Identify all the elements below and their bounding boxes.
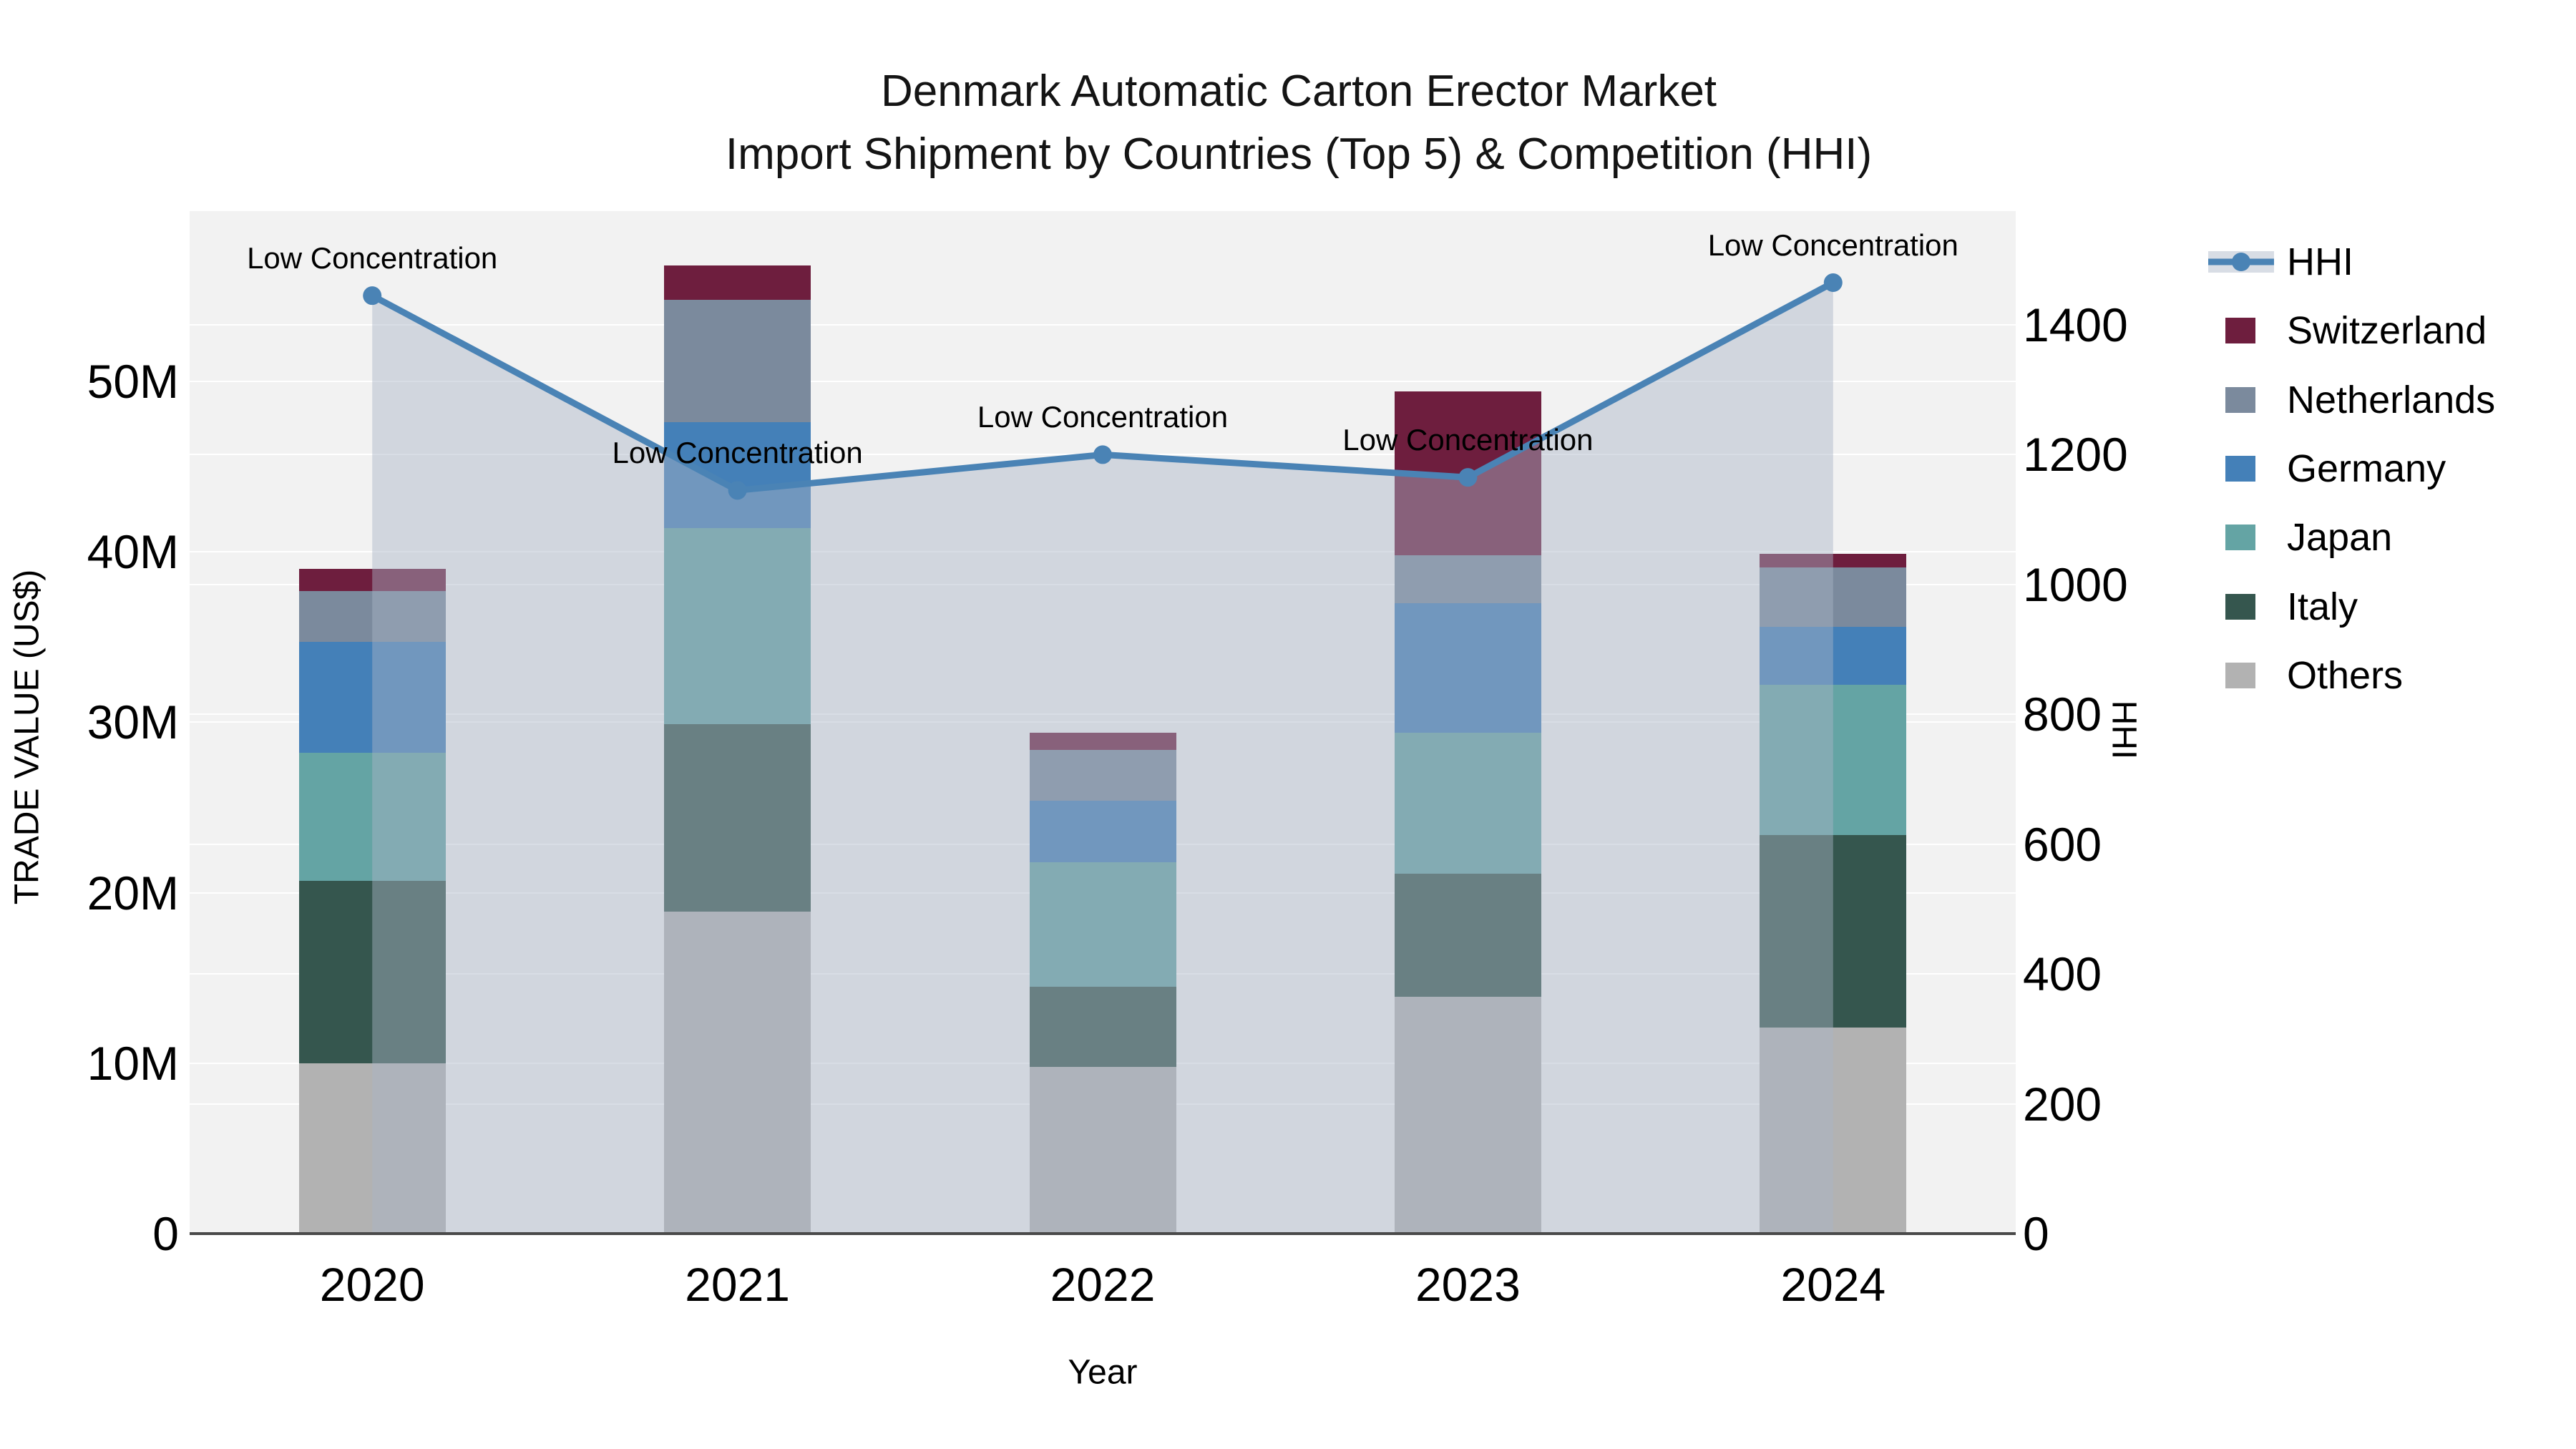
y-right-tick-label: 600 [2023,817,2102,871]
legend-item-switzerland[interactable]: Switzerland [2208,306,2487,356]
y-left-tick-label: 30M [87,696,179,749]
chart-title: Denmark Automatic Carton Erector Market … [726,60,1872,186]
y-left-tick-label: 40M [87,525,179,579]
bar-segment-japan-2021[interactable] [664,527,811,724]
annotation-2022: Low Concentration [977,400,1229,434]
x-tick-label-2022: 2022 [1050,1258,1156,1311]
y-left-tick-label: 20M [87,866,179,919]
bar-segment-germany-2024[interactable] [1760,627,1907,685]
color-swatch-netherlands [2225,386,2255,413]
y-right-tick-label: 0 [2023,1207,2049,1260]
y-right-tick-label: 1000 [2023,557,2128,611]
x-tick-label-2021: 2021 [685,1258,791,1311]
bar-segment-netherlands-2020[interactable] [298,590,446,643]
bar-segment-italy-2022[interactable] [1029,986,1176,1067]
bar-segment-netherlands-2022[interactable] [1029,749,1176,801]
y-right-tick-label: 400 [2023,947,2102,1001]
color-swatch-switzerland [2225,318,2255,344]
legend-item-others[interactable]: Others [2208,650,2403,701]
gridline [190,551,2016,553]
bar-segment-others-2023[interactable] [1394,996,1541,1234]
legend-item-italy[interactable]: Italy [2208,582,2358,632]
legend-label: Switzerland [2287,309,2487,353]
legend-label: Japan [2287,516,2393,560]
annotation-2024: Low Concentration [1707,228,1958,263]
legend-swatch-icon [2208,446,2274,492]
bar-segment-germany-2022[interactable] [1029,800,1176,862]
y-left-tick-label: 0 [152,1207,179,1260]
hhi-legend-sample-icon [2208,239,2274,285]
chart-title-line2: Import Shipment by Countries (Top 5) & C… [725,130,1873,179]
y-axis-title-left: TRADE VALUE (US$) [8,569,47,905]
y-right-tick-label: 800 [2023,688,2102,741]
legend-item-hhi[interactable]: HHI [2208,237,2353,287]
bar-segment-japan-2024[interactable] [1760,684,1907,835]
bar-segment-switzerland-2024[interactable] [1760,553,1907,567]
legend-label: Germany [2287,447,2446,490]
annotation-2020: Low Concentration [247,241,498,275]
gridline [190,454,2016,456]
gridline [190,583,2016,585]
bar-segment-switzerland-2022[interactable] [1029,732,1176,750]
legend-label: HHI [2287,240,2353,283]
bar-segment-italy-2024[interactable] [1760,834,1907,1028]
y-left-tick-label: 10M [87,1036,179,1090]
bar-segment-italy-2020[interactable] [298,880,446,1063]
bar-segment-italy-2021[interactable] [664,723,811,912]
legend-item-netherlands[interactable]: Netherlands [2208,375,2495,425]
legend-swatch-icon [2208,584,2274,630]
bar-segment-germany-2020[interactable] [298,642,446,753]
gridline [190,721,2016,723]
bar-segment-others-2021[interactable] [664,911,811,1234]
gridline [190,713,2016,716]
annotation-2023: Low Concentration [1342,423,1594,457]
bar-segment-germany-2023[interactable] [1394,602,1541,733]
legend-swatch-icon [2208,514,2274,560]
legend-item-germany[interactable]: Germany [2208,444,2446,494]
bar-segment-japan-2022[interactable] [1029,862,1176,987]
y-right-tick-label: 200 [2023,1077,2102,1131]
bar-segment-japan-2020[interactable] [298,753,446,881]
legend-swatch-icon [2208,653,2274,698]
bar-segment-others-2020[interactable] [298,1063,446,1234]
bar-segment-switzerland-2020[interactable] [298,569,446,591]
bar-segment-netherlands-2024[interactable] [1760,567,1907,627]
legend-swatch-icon [2208,377,2274,423]
legend-item-japan[interactable]: Japan [2208,512,2392,562]
color-swatch-italy [2225,593,2255,620]
legend-swatch-icon [2208,308,2274,353]
chart-title-line1: Denmark Automatic Carton Erector Market [880,67,1717,116]
x-tick-label-2020: 2020 [319,1258,425,1311]
x-axis-title: Year [1068,1353,1138,1392]
gridline [190,324,2016,326]
x-tick-label-2023: 2023 [1415,1258,1521,1311]
color-swatch-germany [2225,455,2255,482]
y-right-tick-label: 1200 [2023,428,2128,482]
bar-segment-italy-2023[interactable] [1394,874,1541,997]
bar-segment-switzerland-2023[interactable] [1394,391,1541,555]
x-axis-line [190,1232,2016,1235]
legend-label: Netherlands [2287,378,2496,421]
x-tick-label-2024: 2024 [1780,1258,1886,1311]
legend-label: Italy [2287,585,2358,628]
bar-segment-netherlands-2021[interactable] [664,299,811,423]
bar-segment-switzerland-2021[interactable] [664,265,811,300]
bar-segment-netherlands-2023[interactable] [1394,555,1541,603]
y-right-tick-label: 1400 [2023,298,2128,351]
y-axis-title-right: HHI [2104,700,2143,760]
gridline [190,381,2016,382]
bar-segment-others-2024[interactable] [1760,1027,1907,1234]
bar-segment-others-2022[interactable] [1029,1066,1176,1234]
color-swatch-japan [2225,525,2255,551]
legend-label: Others [2287,653,2404,697]
annotation-2021: Low Concentration [612,436,863,470]
hhi-marker-dot-icon [2232,253,2250,271]
y-left-tick-label: 50M [87,355,179,408]
bar-segment-japan-2023[interactable] [1394,732,1541,874]
color-swatch-others [2225,662,2255,688]
